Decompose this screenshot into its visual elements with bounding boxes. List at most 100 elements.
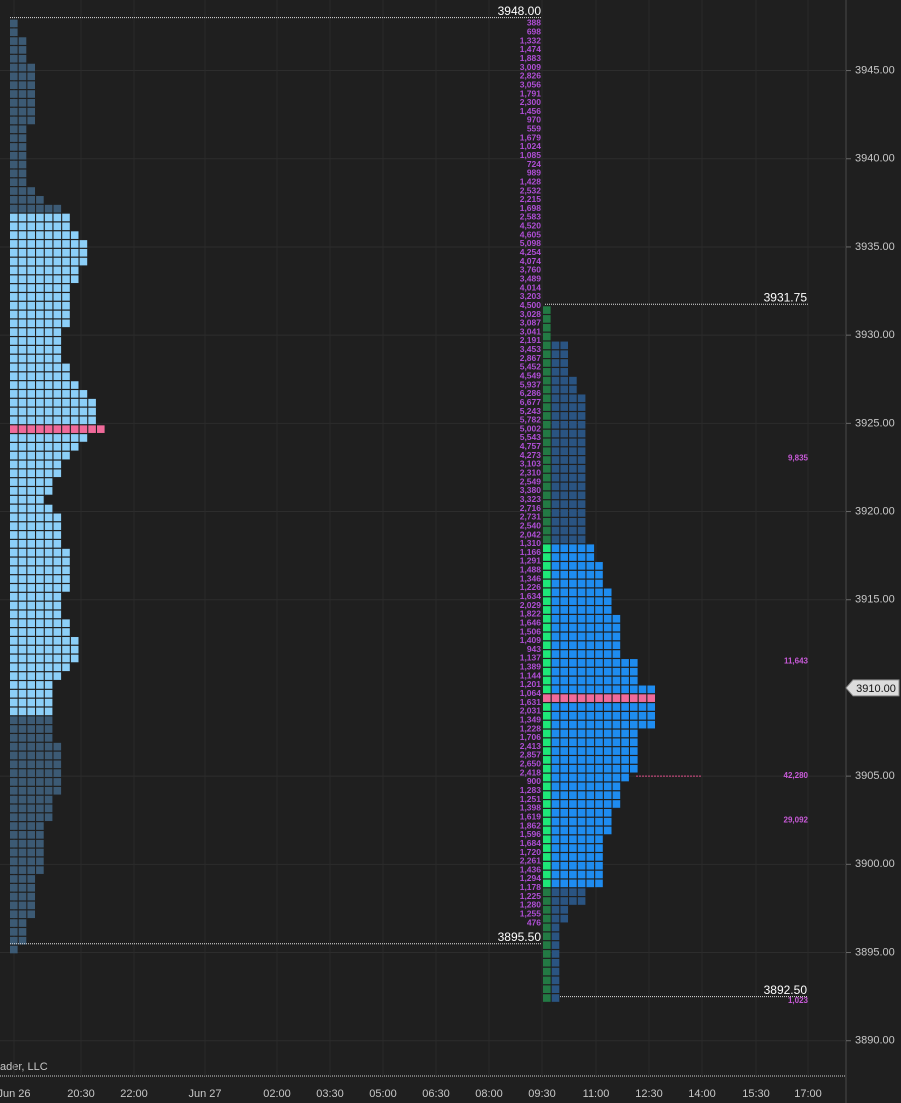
profile-block [551,368,560,376]
profile-block [595,562,603,570]
profile-row [10,398,96,407]
volume-label: 1,346 [520,573,542,583]
profile-block [551,553,560,561]
profile-block [577,791,586,799]
profile-block [603,606,612,614]
profile-block [10,398,18,407]
volume-label: 2,731 [520,512,542,522]
profile-block [36,372,44,381]
profile-block [10,910,18,919]
profile-row [543,711,655,720]
profile-block [27,901,35,910]
profile-block [543,641,551,650]
volume-label: 2,042 [520,529,542,539]
profile-row [10,19,18,28]
profile-block [44,363,53,372]
profile-block [36,469,44,478]
profile-block [27,513,35,522]
profile-row [10,248,88,257]
profile-block [577,641,586,650]
profile-block [10,178,18,187]
profile-block [36,522,44,530]
profile-block [551,614,560,623]
volume-label: 1,201 [520,679,542,689]
profile-row [10,425,105,433]
profile-block [53,742,62,751]
profile-block [18,584,27,592]
profile-block [560,650,568,658]
x-tick-label: 20:30 [67,1088,95,1100]
profile-block [53,345,62,354]
profile-block [603,650,612,658]
profile-block [44,531,53,539]
profile-block [27,204,35,213]
profile-block [10,725,18,733]
volume-label: 900 [527,776,541,786]
profile-block [27,857,35,866]
profile-block [18,592,27,601]
volume-label: 6,286 [520,388,542,398]
profile-block [10,495,18,504]
profile-row [10,522,62,530]
profile-block [27,601,35,610]
profile-row [10,354,62,363]
volume-label: 1,631 [520,697,542,707]
profile-block [27,284,35,292]
profile-block [36,275,44,284]
profile-block [62,293,70,301]
profile-block [10,372,18,381]
profile-block [10,698,18,707]
profile-block [18,689,27,698]
profile-block [595,579,603,588]
profile-block [621,659,629,667]
profile-block [586,711,595,720]
profile-row [10,469,62,478]
profile-row [543,994,560,1002]
profile-block [18,337,27,345]
profile-block [36,831,44,839]
profile-block [27,592,35,601]
profile-block [36,478,44,486]
profile-block [638,720,647,729]
profile-block [10,196,18,204]
profile-row [10,504,53,513]
profile-row [543,359,568,367]
profile-block [36,513,44,522]
profile-block [36,222,44,231]
profile-block [577,685,586,694]
profile-block [560,376,568,385]
profile-block [569,764,577,773]
profile-row [543,923,560,932]
volume-label: 559 [527,124,541,134]
profile-block [18,795,27,804]
profile-block [569,394,577,403]
profile-block [97,425,105,433]
profile-block [543,473,551,482]
profile-row [10,742,62,751]
profile-row [10,513,62,522]
profile-block [560,756,568,764]
profile-row [543,456,586,464]
profile-block [569,623,577,632]
profile-block [603,614,612,623]
profile-row [10,213,70,222]
profile-block [79,416,88,425]
profile-block [53,575,62,583]
profile-block [44,425,53,433]
profile-block [551,835,560,844]
profile-block [27,548,35,557]
profile-block [560,482,568,491]
profile-block [551,350,560,358]
x-tick-label: Jun 27 [188,1088,221,1100]
profile-block [603,588,612,597]
profile-block [569,809,577,817]
profile-block [53,522,62,530]
profile-block [62,301,70,310]
profile-block [10,919,18,927]
profile-block [612,711,621,720]
profile-block [551,623,560,632]
volume-label: 1,226 [520,582,542,592]
profile-block [36,328,44,336]
profile-block [62,416,70,425]
profile-block [577,756,586,764]
